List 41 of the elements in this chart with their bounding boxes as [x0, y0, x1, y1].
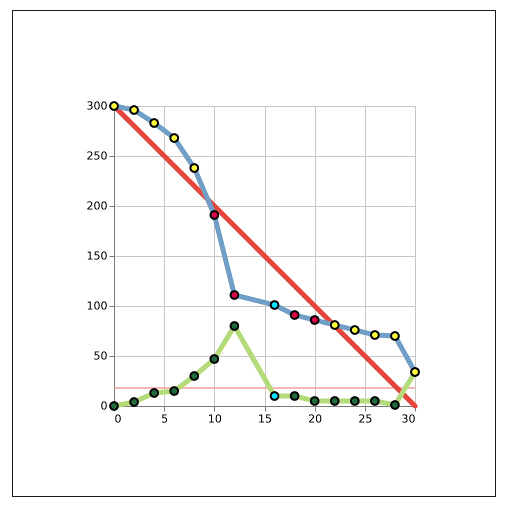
y-tick-label: 200	[86, 200, 108, 212]
y-tick-label: 0	[100, 400, 108, 412]
point	[390, 400, 400, 410]
point	[270, 300, 280, 310]
point	[330, 396, 340, 406]
point	[290, 391, 300, 401]
point	[290, 310, 300, 320]
point	[209, 210, 220, 220]
point	[350, 396, 360, 406]
point	[129, 105, 139, 115]
point	[310, 396, 320, 406]
point	[169, 386, 180, 396]
point	[149, 388, 160, 398]
x-tick-label: 10	[208, 412, 222, 426]
point	[230, 290, 240, 300]
point	[230, 321, 240, 331]
point	[189, 163, 200, 173]
point	[330, 320, 340, 330]
x-tick-label: 0	[114, 412, 122, 426]
y-tick-label: 250	[86, 150, 108, 162]
point	[209, 354, 220, 364]
point	[189, 371, 200, 381]
point	[270, 391, 280, 401]
y-tick-label: 150	[86, 250, 108, 262]
point	[370, 330, 380, 340]
x-tick-label: 25	[358, 412, 372, 426]
point	[109, 101, 119, 111]
x-tick-label: 20	[308, 412, 322, 426]
y-tick-label: 300	[86, 100, 108, 112]
point	[350, 325, 360, 335]
point	[129, 397, 139, 407]
point	[169, 133, 180, 143]
point	[390, 331, 400, 341]
y-tick-label: 100	[86, 300, 108, 312]
x-tick-label: 5	[161, 412, 168, 426]
x-tick-label: 30	[402, 412, 416, 426]
y-tick-label: 50	[94, 350, 108, 362]
x-tick-label: 15	[258, 412, 272, 426]
point	[370, 396, 380, 406]
point	[310, 315, 320, 325]
point	[149, 118, 160, 128]
